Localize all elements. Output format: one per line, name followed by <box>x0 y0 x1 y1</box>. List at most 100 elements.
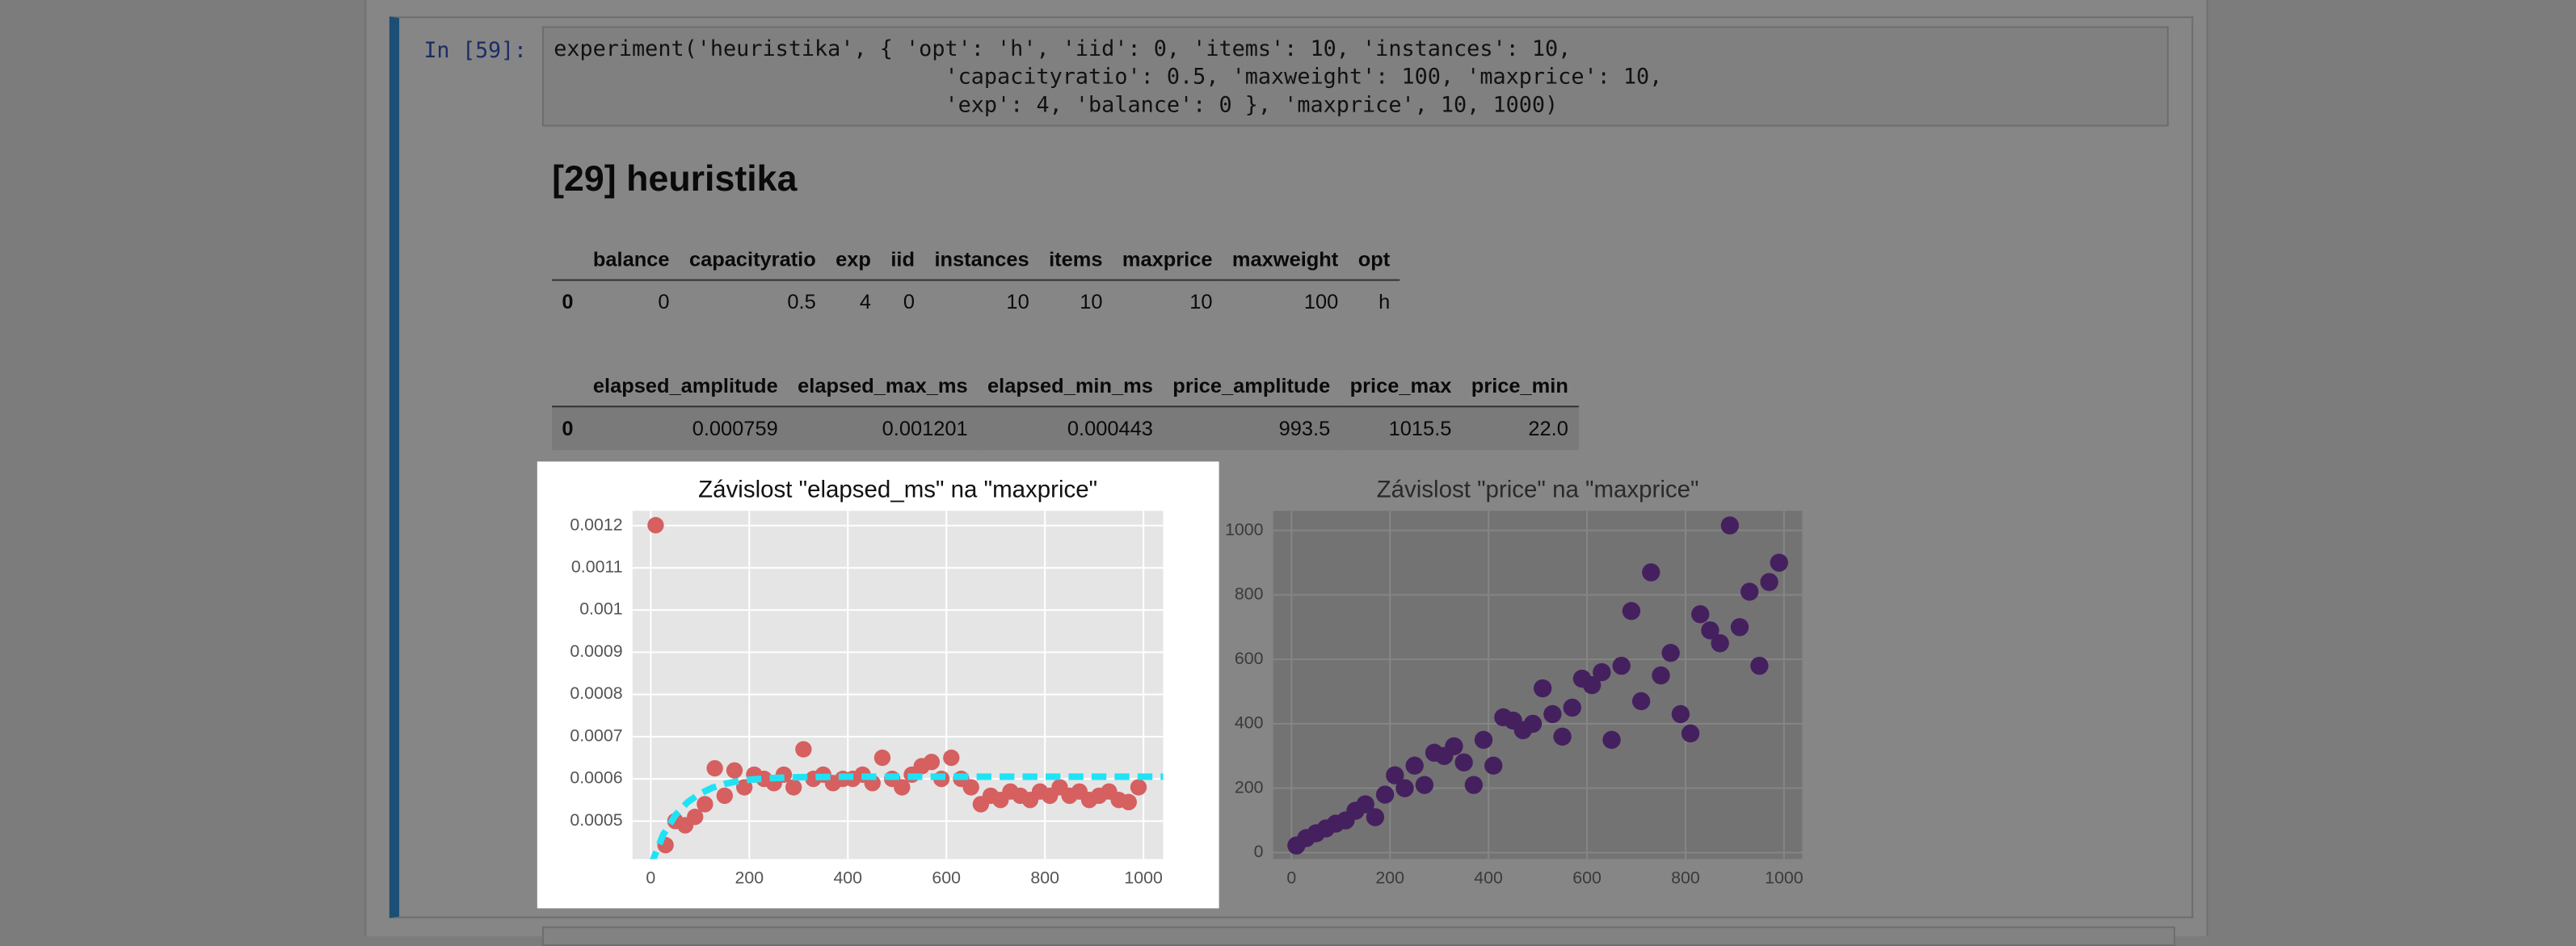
table-cell: 100 <box>1303 290 1339 314</box>
x-tick-label: 400 <box>1474 868 1503 887</box>
y-tick-label: 0.001 <box>579 599 622 619</box>
data-point <box>1711 634 1729 653</box>
table-cell: 993.5 <box>1163 406 1341 451</box>
data-point <box>943 749 960 767</box>
code-line: 'capacityratio': 0.5, 'maxweight': 100, … <box>554 65 1663 90</box>
x-tick-label: 600 <box>932 868 961 887</box>
data-point <box>1593 662 1611 682</box>
x-tick-label: 200 <box>735 868 764 887</box>
data-point <box>1701 621 1719 640</box>
data-point <box>1386 766 1404 784</box>
plot-marks <box>647 516 1164 860</box>
data-point <box>1691 605 1710 624</box>
y-tick-label: 200 <box>1235 777 1264 797</box>
fit-line <box>650 773 1164 860</box>
y-tick-label: 0.0006 <box>570 768 622 788</box>
column-header: price_min <box>1461 366 1579 408</box>
data-point <box>647 516 664 534</box>
data-point <box>1770 553 1788 572</box>
table-cell: 0 <box>552 406 583 451</box>
table-cell: 0 <box>562 290 574 314</box>
x-tick-label: 800 <box>1671 868 1700 887</box>
data-point <box>894 779 911 796</box>
y-tick-label: 400 <box>1235 713 1264 733</box>
y-tick-label: 0 <box>1254 842 1264 861</box>
data-point <box>1375 785 1395 804</box>
column-header: maxprice <box>1112 239 1223 281</box>
y-tick-label: 800 <box>1235 584 1264 603</box>
column-header: instances <box>924 239 1039 281</box>
y-tick-label: 0.0005 <box>570 810 622 830</box>
data-point <box>1681 724 1700 743</box>
column-header <box>552 239 583 281</box>
y-tick-label: 0.0011 <box>571 557 623 576</box>
column-header: elapsed_max_ms <box>787 366 978 408</box>
column-header: maxweight <box>1222 239 1349 281</box>
data-point <box>1720 516 1739 535</box>
data-point <box>1582 675 1602 695</box>
chart-price: Závislost "price" na "maxprice" 0 200 400 60… <box>1225 477 1804 888</box>
data-point <box>962 779 979 796</box>
data-point <box>795 741 812 758</box>
chart-title: Závislost "elapsed_ms" na "maxprice" <box>698 477 1097 503</box>
table-cell: 10 <box>1080 290 1103 314</box>
x-tick-label: 200 <box>1375 868 1404 887</box>
x-tick-label: 0 <box>646 868 655 887</box>
data-point <box>1415 776 1434 794</box>
table-cell: 0 <box>903 290 915 314</box>
data-point <box>1730 618 1749 637</box>
table-cell: 0 <box>658 290 670 314</box>
data-point <box>1366 808 1385 826</box>
x-tick-label: 800 <box>1030 868 1059 887</box>
table-cell: 10 <box>1006 290 1029 314</box>
data-point <box>785 779 802 796</box>
header-row: balance capacityratio exp iid instances items… <box>552 239 1400 281</box>
data-point <box>706 759 723 777</box>
x-tick-label: 400 <box>833 868 862 887</box>
data-point <box>1631 692 1651 711</box>
header-row: elapsed_amplitude elapsed_max_ms elapsed_m… <box>552 366 1579 408</box>
data-point <box>1474 730 1493 750</box>
chart-elapsed: Závislost "elapsed_ms" na "maxprice" 0.00… <box>537 461 1219 909</box>
output-heading: [29] heuristika <box>552 158 798 200</box>
y-tick-label: 0.0009 <box>570 641 622 661</box>
data-point <box>1454 753 1473 772</box>
table-cell: 22.0 <box>1461 406 1579 451</box>
data-point <box>1484 756 1503 775</box>
column-header: elapsed_amplitude <box>583 366 788 408</box>
code-cell[interactable] <box>389 16 2194 919</box>
y-tick-label: 0.0008 <box>570 683 622 703</box>
column-header: iid <box>881 239 925 281</box>
column-header: capacityratio <box>679 239 826 281</box>
table-cell: 1015.5 <box>1340 406 1462 451</box>
y-tick-label: 0.0012 <box>570 515 622 534</box>
results-table: elapsed_amplitude elapsed_max_ms elapsed_m… <box>552 366 1579 451</box>
table-cell: h <box>1378 290 1391 314</box>
data-point <box>923 754 941 771</box>
data-point <box>873 749 891 767</box>
y-tick-label: 1000 <box>1225 519 1264 539</box>
data-point <box>1740 582 1759 601</box>
data-point <box>1642 563 1661 582</box>
data-point <box>1533 679 1552 698</box>
input-prompt: In [59]: <box>423 39 527 65</box>
column-header: opt <box>1348 239 1400 281</box>
data-point <box>1464 776 1484 794</box>
data-point <box>1671 704 1690 724</box>
data-point <box>1652 666 1670 685</box>
data-point <box>1395 779 1414 797</box>
table-cell: 0.001201 <box>787 406 978 451</box>
column-header: elapsed_min_ms <box>977 366 1164 408</box>
params-table: balance capacityratio exp iid instances items… <box>552 239 1400 324</box>
y-tick-label: 600 <box>1235 649 1264 668</box>
next-cell[interactable] <box>541 926 2175 946</box>
code-editor[interactable]: experiment('heuristika', { 'opt': 'h', '… <box>541 26 2169 127</box>
x-tick-label: 600 <box>1572 868 1602 887</box>
table-cell: 0.000443 <box>977 406 1164 451</box>
table-row: 0 0.000759 0.001201 0.000443 993.5 1015.5 22.0 <box>552 406 1579 451</box>
x-tick-label: 0 <box>1286 868 1296 887</box>
data-point <box>1750 656 1769 675</box>
column-header <box>552 366 583 408</box>
